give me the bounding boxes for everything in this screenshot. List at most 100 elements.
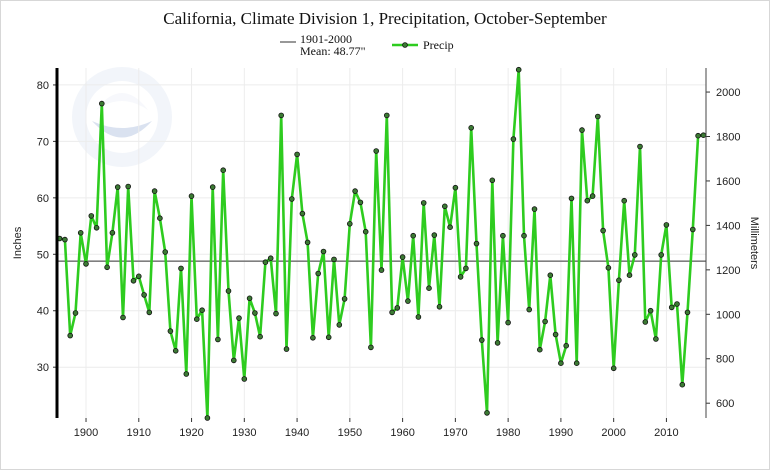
data-point: [299, 210, 306, 217]
data-point: [336, 322, 343, 328]
data-point: [505, 319, 511, 326]
data-point: [72, 310, 79, 316]
y2-tick-label: 800: [716, 354, 734, 366]
data-point: [700, 132, 707, 139]
x-tick-label: 2000: [601, 427, 625, 439]
data-point: [77, 230, 84, 236]
y2-tick-label: 1400: [716, 220, 740, 232]
data-point: [146, 309, 153, 316]
data-point: [357, 199, 364, 206]
noaa-logo-watermark: [72, 67, 172, 167]
data-point: [368, 344, 374, 351]
data-point: [99, 100, 105, 107]
axes: 1900 1910 1920 1930 1940 1950 1960 1970 1980 1990…: [12, 68, 760, 439]
data-point: [579, 127, 585, 133]
x-tick-label: 1990: [549, 427, 573, 439]
data-point: [626, 272, 633, 279]
data-point: [489, 177, 496, 184]
data-point: [288, 196, 295, 202]
data-point: [162, 249, 169, 255]
y2-tick-label: 1200: [716, 265, 740, 277]
data-point: [183, 371, 190, 377]
data-point: [568, 195, 575, 202]
data-point: [610, 365, 617, 372]
data-point: [67, 332, 73, 339]
y-tick-label: 60: [37, 193, 49, 205]
legend: [280, 41, 418, 48]
x-tick-label: 1900: [74, 427, 98, 439]
data-point: [194, 316, 200, 323]
data-point: [647, 307, 654, 314]
data-point: [473, 240, 480, 247]
data-point: [325, 334, 332, 341]
data-point: [420, 200, 427, 206]
data-point: [394, 305, 401, 311]
data-point: [536, 346, 543, 353]
data-point: [209, 184, 216, 190]
data-point: [631, 252, 638, 258]
data-point: [267, 255, 274, 262]
y-tick-label: 30: [37, 362, 49, 374]
data-point: [552, 331, 559, 338]
data-point: [447, 224, 453, 231]
data-point: [246, 295, 253, 302]
data-point: [484, 410, 490, 416]
data-point: [658, 252, 664, 258]
x-tick-label: 1960: [390, 427, 414, 439]
data-point: [436, 303, 443, 310]
data-point: [426, 285, 432, 292]
data-point: [141, 292, 147, 298]
data-point: [463, 265, 469, 272]
data-point: [225, 288, 232, 294]
y2-axis-title: Millimeters: [748, 217, 760, 270]
data-point: [83, 261, 89, 267]
y-tick-label: 50: [37, 249, 49, 261]
y-tick-label: 80: [37, 80, 49, 92]
data-point: [120, 314, 126, 321]
y2-tick-label: 1800: [716, 131, 740, 143]
data-point: [674, 301, 680, 307]
data-point: [679, 381, 686, 388]
data-point: [542, 318, 548, 325]
data-point: [104, 264, 110, 271]
legend-ref-label-period: 1901-2000: [300, 32, 352, 46]
data-point: [452, 184, 459, 191]
data-point: [304, 239, 311, 246]
data-point: [468, 125, 475, 131]
x-tick-label: 1910: [127, 427, 151, 439]
data-point: [383, 112, 390, 119]
data-point: [252, 310, 258, 316]
data-point: [188, 193, 195, 199]
data-point: [352, 188, 358, 194]
data-point: [584, 197, 591, 204]
x-tick-label: 1980: [496, 427, 520, 439]
data-point: [114, 184, 121, 190]
data-point: [478, 337, 485, 343]
y-tick-label: 70: [37, 136, 49, 148]
data-point: [695, 132, 701, 139]
data-point: [283, 346, 290, 352]
data-point: [600, 227, 606, 234]
data-point: [515, 66, 522, 73]
data-point: [88, 213, 95, 219]
x-tick-label: 1930: [232, 427, 256, 439]
data-point: [684, 309, 691, 316]
data-point: [93, 225, 100, 231]
data-point: [500, 232, 506, 239]
data-point: [62, 236, 68, 243]
x-tick-label: 1940: [285, 427, 309, 439]
data-point: [236, 315, 242, 321]
data-point: [130, 277, 137, 284]
y2-tick-label: 2000: [716, 87, 740, 99]
data-point: [241, 376, 248, 382]
data-point: [494, 340, 501, 346]
data-point: [573, 360, 580, 367]
y2-tick-label: 600: [716, 398, 734, 410]
data-point: [257, 333, 263, 340]
data-point: [589, 193, 596, 199]
data-point: [441, 203, 448, 210]
data-point: [526, 306, 532, 313]
x-tick-label: 1970: [443, 427, 467, 439]
data-point: [109, 230, 116, 236]
y2-tick-label: 1000: [716, 309, 740, 321]
